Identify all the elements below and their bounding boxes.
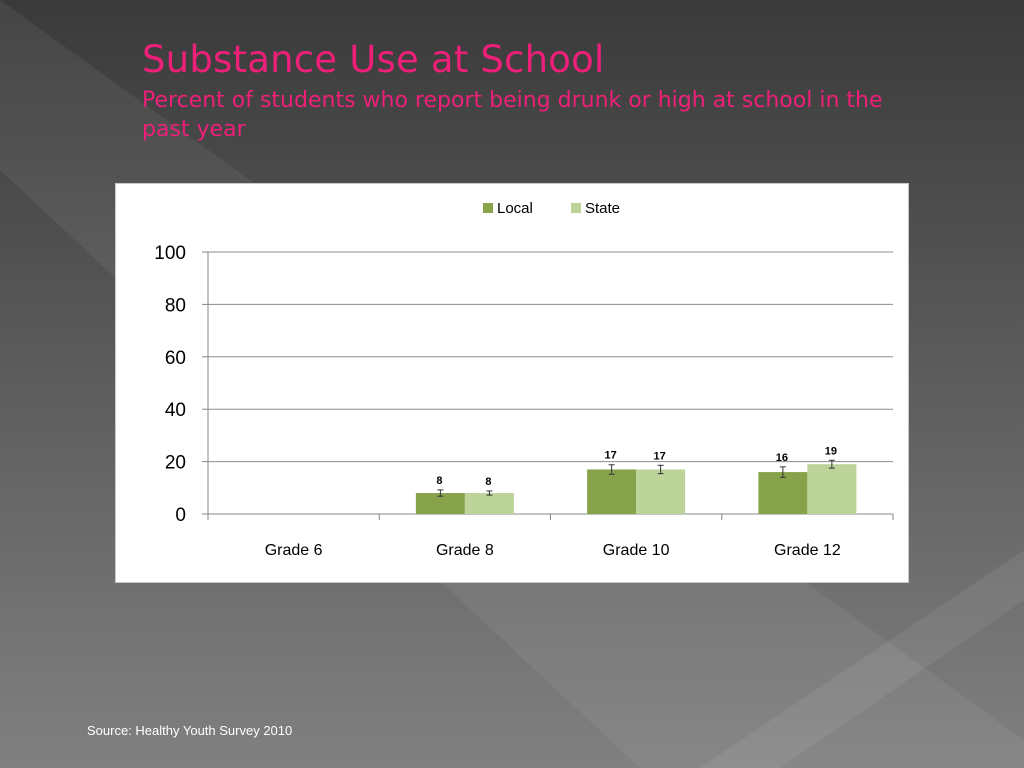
bar-local: [415, 493, 465, 514]
legend-label: State: [585, 200, 620, 217]
data-label: 8: [436, 475, 442, 487]
data-label: 19: [825, 445, 837, 457]
legend-swatch: [571, 203, 581, 213]
y-tick-label: 80: [165, 295, 186, 316]
x-category-label: Grade 10: [603, 542, 670, 559]
bar-state: [636, 469, 686, 514]
slide-subtitle: Percent of students who report being dru…: [142, 88, 883, 142]
y-tick-label: 0: [175, 505, 186, 526]
data-label: 16: [776, 452, 788, 464]
bar-state: [464, 493, 514, 514]
bar-state: [807, 464, 857, 514]
data-label: 17: [605, 450, 617, 462]
bar-local: [587, 469, 637, 514]
y-tick-label: 20: [165, 453, 186, 474]
y-tick-label: 100: [154, 243, 186, 264]
slide-title: Substance Use at School: [142, 38, 605, 81]
x-category-label: Grade 12: [774, 542, 841, 559]
legend-label: Local: [497, 200, 533, 217]
bar-local: [758, 472, 808, 514]
source-note: Source: Healthy Youth Survey 2010: [87, 723, 293, 738]
y-tick-label: 40: [165, 400, 186, 421]
bar-chart: 0 20 40 60 80 100 Grade 6 Grade 8 Grade 10 Grade …: [154, 200, 894, 559]
data-label: 17: [654, 450, 666, 462]
chart-panel: 0 20 40 60 80 100 Grade 6 Grade 8 Grade 10 Grade …: [115, 183, 909, 583]
data-label: 8: [485, 476, 491, 488]
legend-swatch: [483, 203, 493, 213]
x-category-label: Grade 8: [436, 542, 494, 559]
x-category-label: Grade 6: [265, 542, 323, 559]
y-tick-label: 60: [165, 348, 186, 369]
